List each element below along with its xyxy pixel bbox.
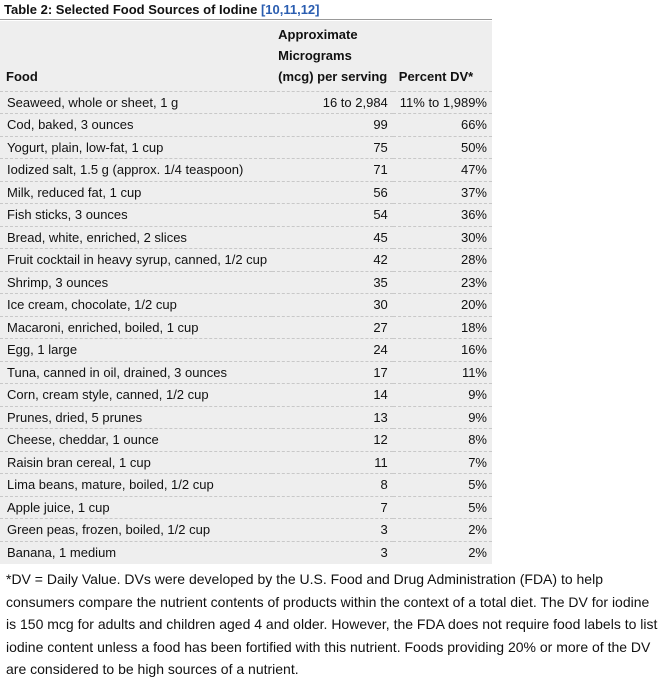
table-cell: 75: [272, 135, 393, 159]
table-row: Green peas, frozen, boiled, 1/2 cup 3 2%: [0, 518, 492, 541]
table-row: Fish sticks, 3 ounces 54 36%: [0, 203, 492, 226]
table-row: Raisin bran cereal, 1 cup 11 7%: [0, 450, 492, 474]
table-cell: 18%: [392, 315, 492, 339]
table-cell: 35: [272, 270, 393, 294]
table-cell: 8: [272, 473, 393, 496]
header-cell: Percent DV*: [398, 68, 474, 84]
food-table: Food Approximate Micrograms (mcg) per se…: [0, 21, 492, 564]
table-cell: 16%: [392, 338, 492, 361]
table-row: Prunes, dried, 5 prunes 13 9%: [0, 405, 492, 429]
table-cell: 2%: [392, 540, 492, 564]
table-cell: Macaroni, enriched, boiled, 1 cup: [0, 315, 273, 339]
table-cell: 20%: [392, 293, 492, 316]
header-cell: Food: [6, 68, 38, 84]
table-cell: Corn, cream style, canned, 1/2 cup: [0, 383, 273, 406]
table-cell: Cod, baked, 3 ounces: [0, 113, 273, 136]
table-row: Iodized salt, 1.5 g (approx. 1/4 teaspoo…: [0, 158, 492, 181]
table-cell: 9%: [392, 383, 492, 406]
table-row: Fruit cocktail in heavy syrup, canned, 1…: [0, 248, 492, 271]
table-cell: 12: [272, 428, 393, 451]
table-cell: 42: [272, 248, 393, 271]
table-cell: 23%: [392, 270, 492, 294]
table-cell: 8%: [392, 428, 492, 451]
table-cell: 54: [272, 203, 393, 226]
table-cell: 3: [272, 540, 393, 564]
table-cell: 13: [272, 405, 393, 429]
table-cell: 50%: [392, 135, 492, 159]
table-cell: 14: [272, 383, 393, 406]
footnote: *DV = Daily Value. DVs were developed by…: [6, 571, 658, 677]
header-cell: Approximate Micrograms (mcg) per serving: [278, 26, 388, 84]
table-row: Apple juice, 1 cup 7 5%: [0, 495, 492, 519]
table-row: Cheese, cheddar, 1 ounce 12 8%: [0, 428, 492, 451]
table-cell: 11% to 1,989%: [392, 90, 492, 114]
table-title: Table 2: Selected Food Sources of Iodine…: [0, 0, 492, 20]
table-cell: 27: [272, 315, 393, 339]
table-cell: 56: [272, 180, 393, 204]
table-cell: 11%: [392, 360, 492, 384]
table-cell: Prunes, dried, 5 prunes: [0, 405, 273, 429]
table-cell: Tuna, canned in oil, drained, 3 ounces: [0, 360, 273, 384]
table-cell: Cheese, cheddar, 1 ounce: [0, 428, 273, 451]
reference-link[interactable]: [10,11,12]: [260, 2, 320, 17]
table-cell: 30: [272, 293, 393, 316]
table-cell: 30%: [392, 225, 492, 249]
table-cell: Bread, white, enriched, 2 slices: [0, 225, 273, 249]
table-cell: 36%: [392, 203, 492, 226]
table-cell: 16 to 2,984: [272, 90, 393, 114]
table-cell: 28%: [392, 248, 492, 271]
table-cell: 47%: [392, 158, 492, 181]
table-cell: Seaweed, whole or sheet, 1 g: [0, 90, 273, 114]
table-row: Bread, white, enriched, 2 slices 45 30%: [0, 225, 492, 249]
table-cell: Fish sticks, 3 ounces: [0, 203, 273, 226]
table-cell: 45: [272, 225, 393, 249]
table-cell: Ice cream, chocolate, 1/2 cup: [0, 293, 273, 316]
table-cell: 66%: [392, 113, 492, 136]
table-cell: Fruit cocktail in heavy syrup, canned, 1…: [0, 248, 273, 271]
table-row: Shrimp, 3 ounces 35 23%: [0, 270, 492, 294]
table-cell: 9%: [392, 405, 492, 429]
table-cell: 99: [272, 113, 393, 136]
table-row: Egg, 1 large 24 16%: [0, 338, 492, 361]
table-row: Seaweed, whole or sheet, 1 g 16 to 2,984 1…: [0, 90, 492, 114]
table-cell: 11: [272, 450, 393, 474]
table-cell: 5%: [392, 495, 492, 519]
table-cell: 5%: [392, 473, 492, 496]
table-cell: 7: [272, 495, 393, 519]
table-cell: Egg, 1 large: [0, 338, 273, 361]
table-row: Lima beans, mature, boiled, 1/2 cup 8 5%: [0, 473, 492, 496]
table-cell: Lima beans, mature, boiled, 1/2 cup: [0, 473, 273, 496]
table-cell: 71: [272, 158, 393, 181]
table-cell: 3: [272, 518, 393, 541]
table-row: Milk, reduced fat, 1 cup 56 37%: [0, 180, 492, 204]
table-row: Tuna, canned in oil, drained, 3 ounces 17…: [0, 360, 492, 384]
table-cell: Banana, 1 medium: [0, 540, 273, 564]
table-cell: 37%: [392, 180, 492, 204]
table-row: Macaroni, enriched, boiled, 1 cup 27 18%: [0, 315, 492, 339]
table-cell: Apple juice, 1 cup: [0, 495, 273, 519]
table-row: Banana, 1 medium 3 2%: [0, 540, 492, 564]
table-cell: 7%: [392, 450, 492, 474]
table-row: Ice cream, chocolate, 1/2 cup 30 20%: [0, 293, 492, 316]
table-cell: 2%: [392, 518, 492, 541]
table-row: Cod, baked, 3 ounces 99 66%: [0, 113, 492, 136]
title-text: Table 2: Selected Food Sources of Iodine: [4, 2, 258, 17]
table-cell: Iodized salt, 1.5 g (approx. 1/4 teaspoo…: [0, 158, 273, 181]
table-cell: Yogurt, plain, low-fat, 1 cup: [0, 135, 273, 159]
table-row: Corn, cream style, canned, 1/2 cup 14 9%: [0, 383, 492, 406]
header-row: Food Approximate Micrograms (mcg) per se…: [0, 21, 492, 91]
table-cell: Raisin bran cereal, 1 cup: [0, 450, 273, 474]
table-cell: Milk, reduced fat, 1 cup: [0, 180, 273, 204]
table-cell: 24: [272, 338, 393, 361]
table-row: Yogurt, plain, low-fat, 1 cup 75 50%: [0, 135, 492, 159]
table-cell: Green peas, frozen, boiled, 1/2 cup: [0, 518, 273, 541]
table-cell: Shrimp, 3 ounces: [0, 270, 273, 294]
table-cell: 17: [272, 360, 393, 384]
